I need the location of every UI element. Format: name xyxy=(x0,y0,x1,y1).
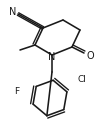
Text: N: N xyxy=(48,52,56,62)
Text: O: O xyxy=(86,51,94,61)
Text: F: F xyxy=(14,88,20,97)
Text: N: N xyxy=(9,7,17,17)
Text: Cl: Cl xyxy=(78,76,86,84)
